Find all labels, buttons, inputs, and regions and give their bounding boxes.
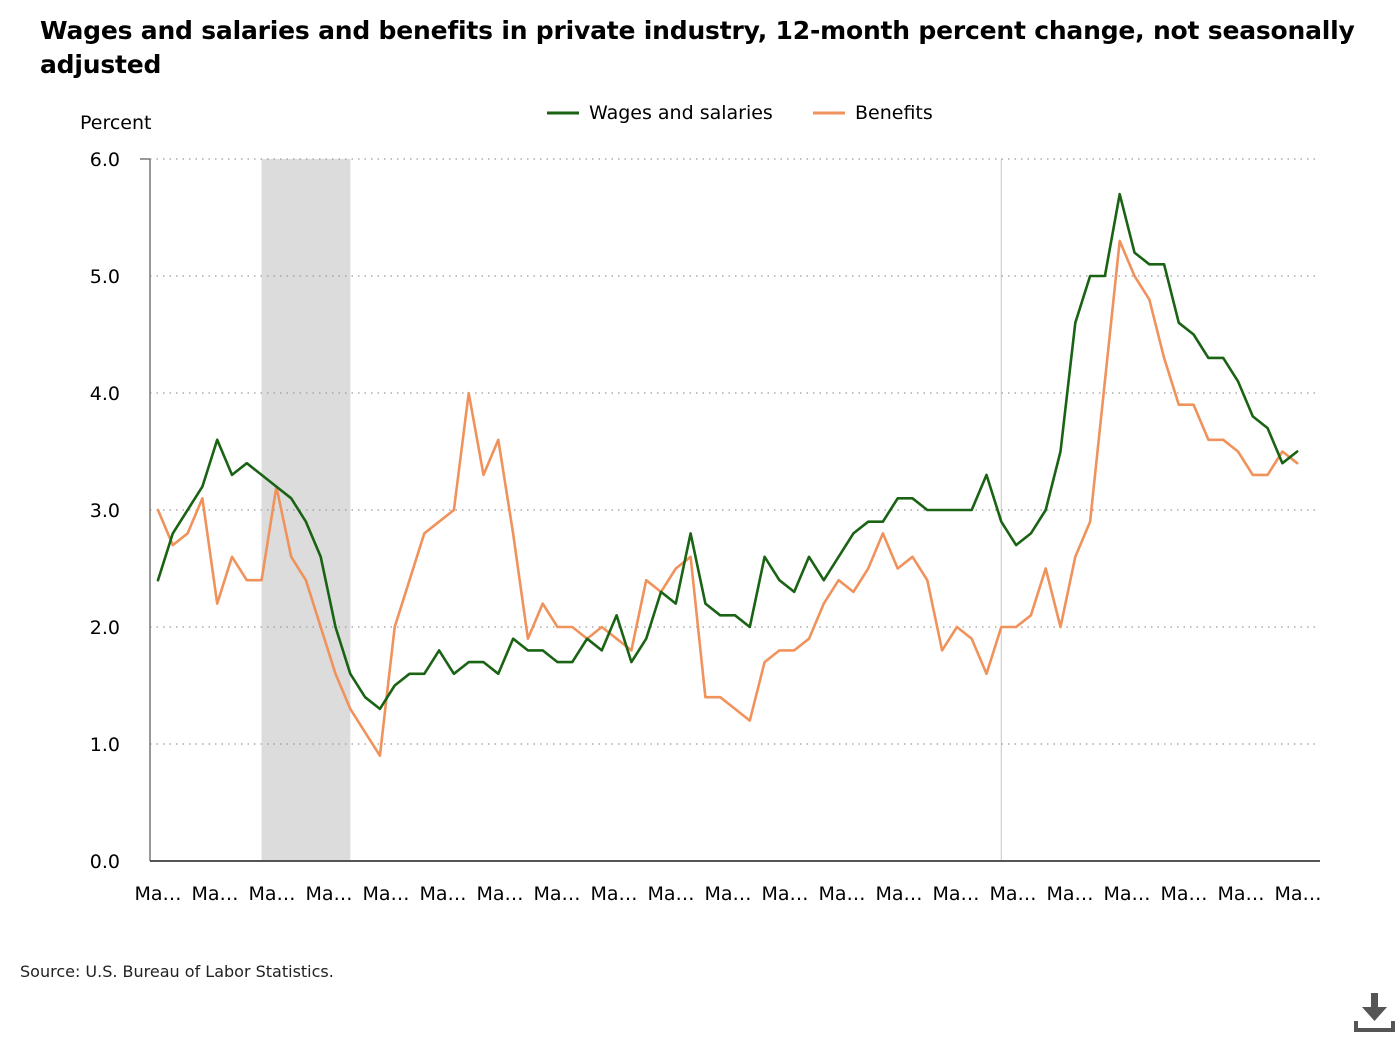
x-tick-label: Ma… (248, 883, 295, 905)
x-tick-label: Ma… (362, 883, 409, 905)
x-tick-labels: Ma… Ma… Ma… Ma… Ma… Ma… Ma… Ma… Ma… Ma… Ma… Ma… Ma… M… (134, 883, 1321, 905)
x-tick-label: Ma… (818, 883, 865, 905)
y-tick-label: 3.0 (90, 500, 120, 522)
y-tick-label: 6.0 (90, 149, 120, 171)
x-tick-label: Ma… (305, 883, 352, 905)
y-axis-unit-label: Percent (80, 112, 152, 134)
y-tick-label: 0.0 (90, 851, 120, 873)
series-line-1 (156, 239, 1299, 758)
x-tick-label: Ma… (191, 883, 238, 905)
legend-item-0[interactable]: Wages and salaries (547, 102, 773, 124)
x-tick-label: Ma… (533, 883, 580, 905)
y-tick-label: 1.0 (90, 734, 120, 756)
download-icon (1354, 993, 1395, 1032)
recession-shading-layer (261, 159, 351, 861)
legend[interactable]: Wages and salaries Benefits (547, 102, 933, 124)
download-button[interactable] (1352, 990, 1396, 1034)
x-tick-label: Ma… (134, 883, 181, 905)
x-tick-label: Ma… (1046, 883, 1093, 905)
series-lines (156, 192, 1299, 758)
x-tick-label: Ma… (1274, 883, 1321, 905)
x-tick-label: Ma… (419, 883, 466, 905)
x-tick-label: Ma… (590, 883, 637, 905)
x-tick-label: Ma… (704, 883, 751, 905)
x-tick-label: Ma… (932, 883, 979, 905)
legend-label: Wages and salaries (589, 102, 773, 124)
x-tick-label: Ma… (476, 883, 523, 905)
x-tick-label: Ma… (1160, 883, 1207, 905)
y-tick-label: 4.0 (90, 383, 120, 405)
source-note: Source: U.S. Bureau of Labor Statistics. (20, 962, 334, 981)
recession-shading (261, 159, 351, 861)
x-tick-label: Ma… (647, 883, 694, 905)
x-tick-label: Ma… (1103, 883, 1150, 905)
legend-item-1[interactable]: Benefits (813, 102, 933, 124)
y-tick-label: 2.0 (90, 617, 120, 639)
y-tick-labels: 0.0 1.0 2.0 3.0 4.0 5.0 6.0 (90, 149, 120, 873)
series-line-0 (156, 192, 1299, 711)
legend-label: Benefits (855, 102, 933, 124)
chart-title: Wages and salaries and benefits in priva… (40, 16, 1355, 79)
x-tick-label: Ma… (1217, 883, 1264, 905)
axes (140, 158, 1320, 862)
x-tick-label: Ma… (761, 883, 808, 905)
gridlines (150, 158, 1320, 861)
y-tick-label: 5.0 (90, 266, 120, 288)
x-tick-label: Ma… (875, 883, 922, 905)
x-tick-label: Ma… (989, 883, 1036, 905)
